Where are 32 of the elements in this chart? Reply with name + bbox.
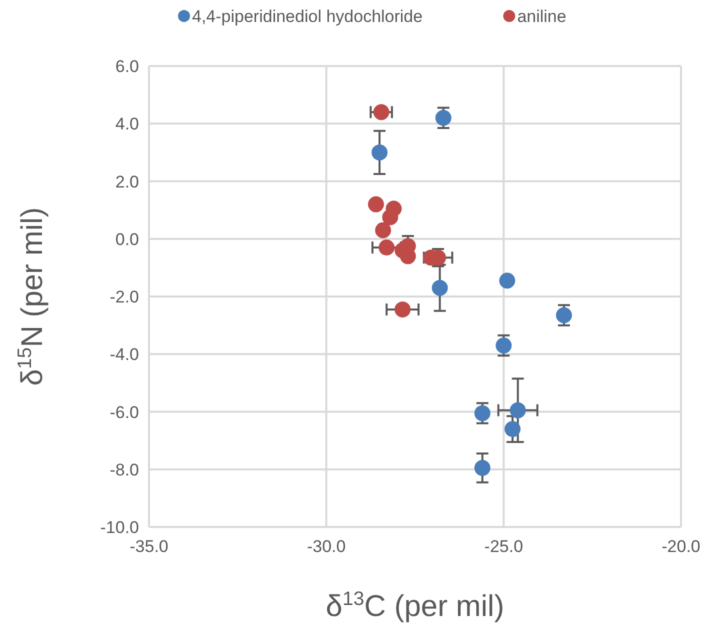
y-tick-label: -8.0 <box>110 460 139 480</box>
point <box>474 405 490 422</box>
y-tick-label: -6.0 <box>110 402 139 422</box>
point <box>382 209 398 226</box>
legend-label: aniline <box>517 7 566 26</box>
y-tick-label: -2.0 <box>110 288 139 306</box>
legend-label: 4,4-piperidinediol hydochloride <box>192 7 423 26</box>
x-tick-label: -30.0 <box>306 537 346 556</box>
point <box>432 280 448 296</box>
x-tick-label: -20.0 <box>662 537 700 556</box>
point <box>510 402 526 418</box>
point <box>394 301 411 318</box>
x-axis-title: δ$^{13}$C (per mil) <box>326 588 504 623</box>
point <box>368 196 384 212</box>
y-tick-label: 2.0 <box>115 172 139 192</box>
point <box>373 104 390 120</box>
y-tick-label: 4.0 <box>115 114 139 134</box>
y-tick-label: -4.0 <box>110 345 139 364</box>
x-tick-label: -25.0 <box>484 537 524 556</box>
point <box>372 144 388 160</box>
point <box>496 337 512 354</box>
x-tick-label: -35.0 <box>130 537 168 556</box>
point <box>504 421 521 438</box>
y-tick-label: -10.0 <box>100 518 139 537</box>
point <box>375 222 392 238</box>
y-tick-label: 6.0 <box>115 57 139 76</box>
point <box>474 460 490 476</box>
y-tick-label: 0.0 <box>115 230 139 249</box>
point <box>499 272 516 289</box>
point <box>556 307 572 324</box>
point <box>435 110 452 126</box>
point <box>378 240 395 256</box>
